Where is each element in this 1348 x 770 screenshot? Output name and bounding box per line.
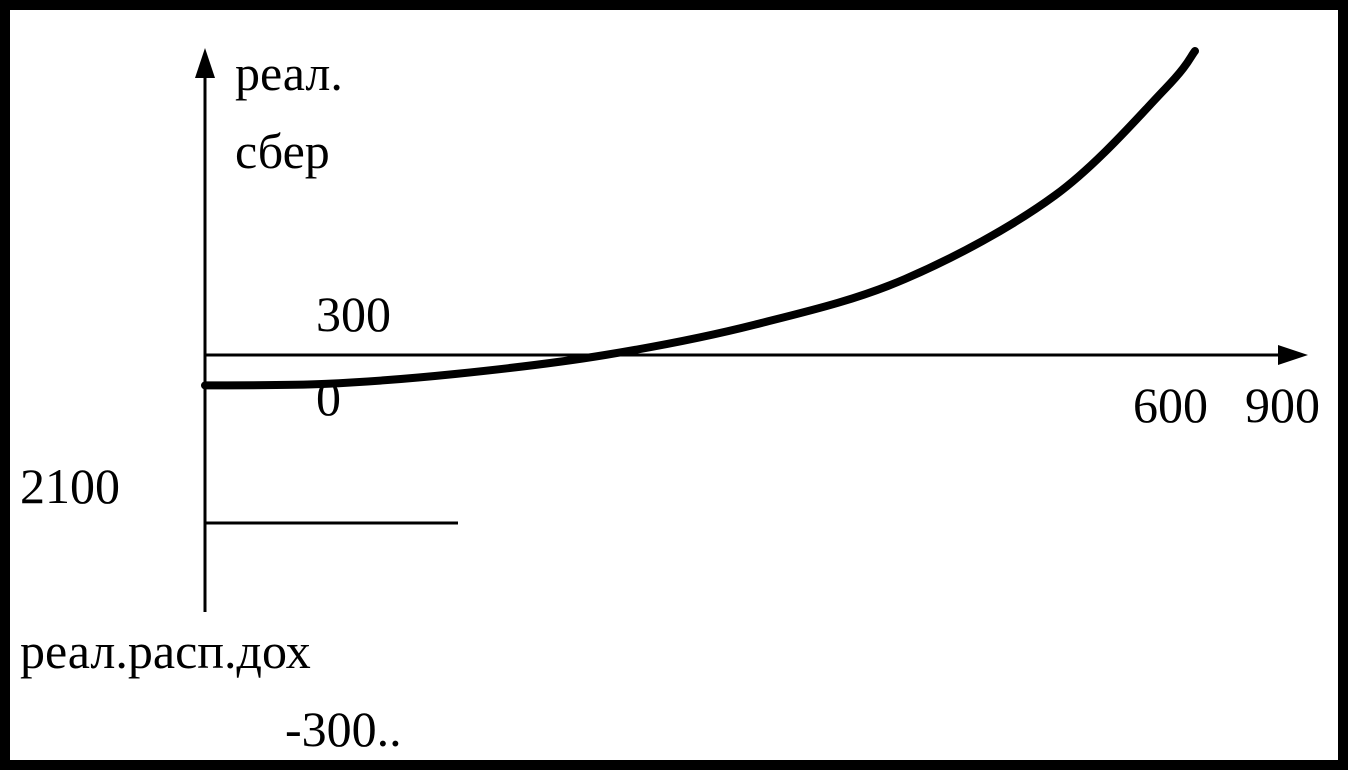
y-axis-arrow-icon [195,48,215,78]
tick-label-900: 900 [1245,377,1320,433]
x-axis-arrow-icon [1278,345,1308,365]
y-axis-label-line2: сбер [235,123,330,179]
y-axis-label-line1: реал. [235,45,343,101]
tick-label-600: 600 [1133,377,1208,433]
tick-label-300: 300 [316,286,391,342]
origin-label: 0 [316,370,341,426]
savings-curve [201,47,1199,390]
tick-label-neg300: -300.. [285,701,402,757]
tick-label-2100: 2100 [20,458,120,514]
x-axis-label: реал.расп.дох [20,623,311,679]
